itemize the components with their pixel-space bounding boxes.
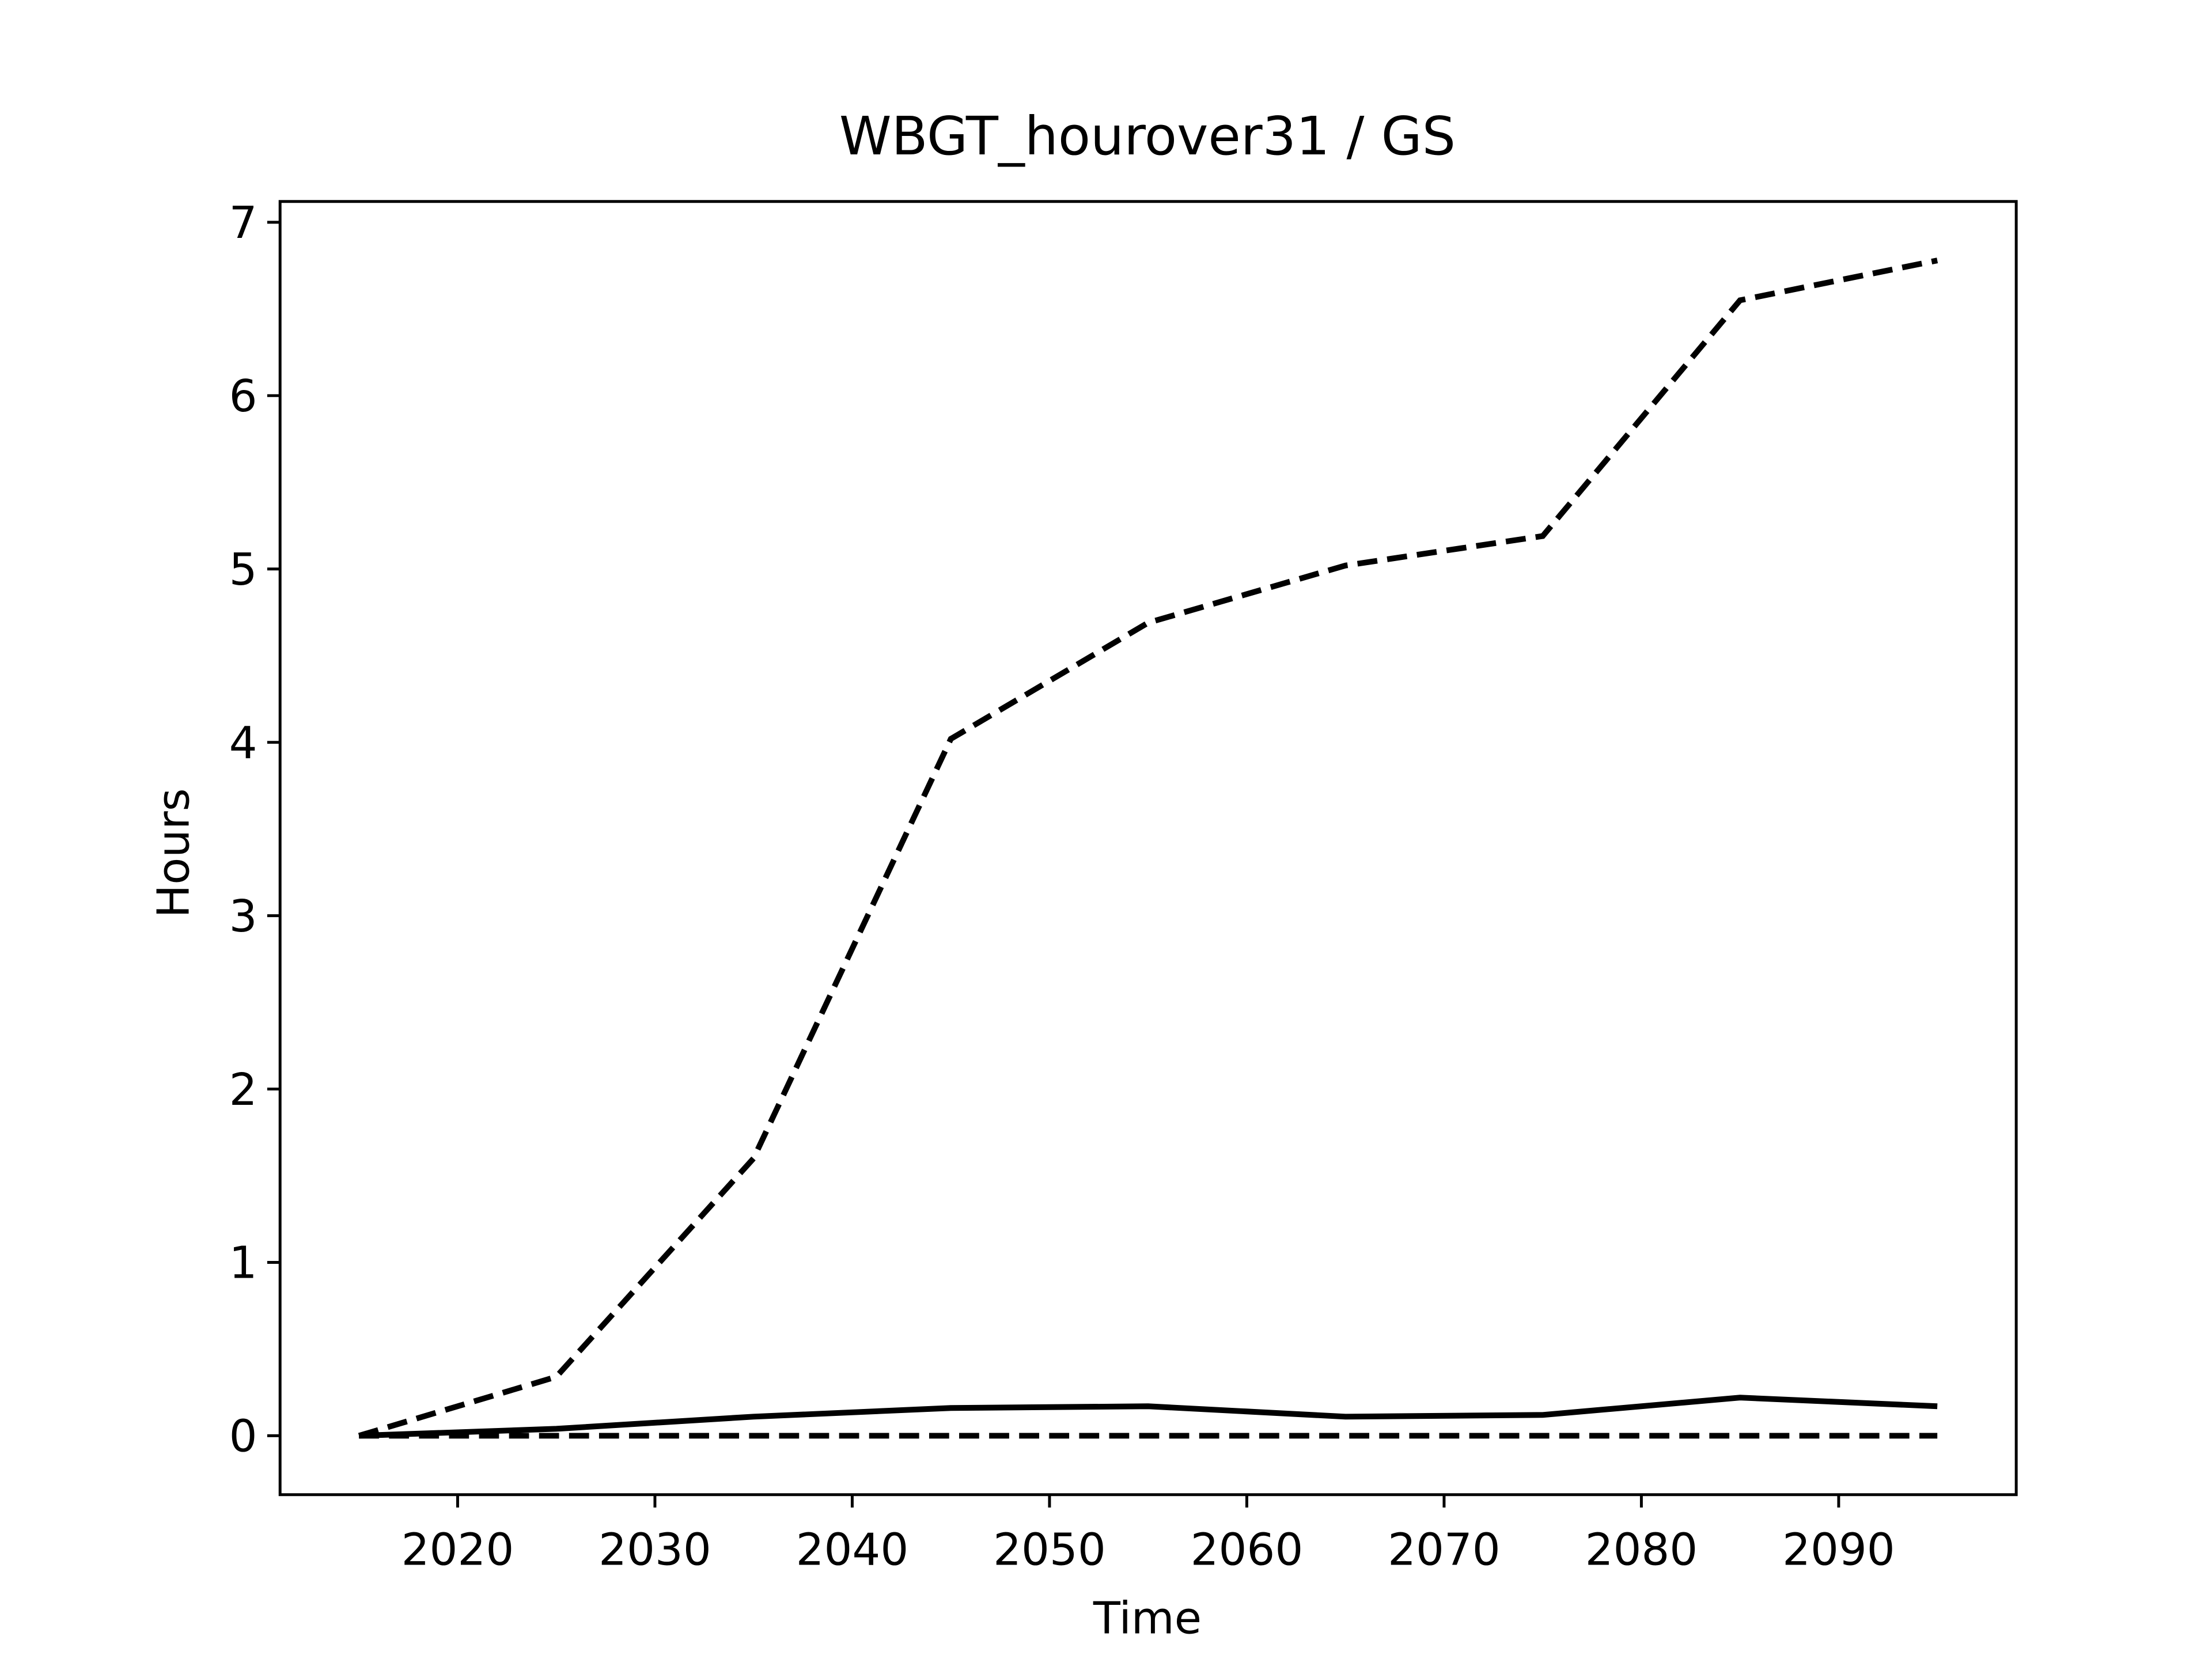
x-tick-label: 2080: [1585, 1524, 1698, 1575]
x-tick-label: 2070: [1388, 1524, 1501, 1575]
x-tick-label: 2040: [796, 1524, 909, 1575]
y-tick-label: 2: [229, 1065, 257, 1116]
series-line: [358, 257, 1938, 1439]
x-tick-label: 2090: [1782, 1524, 1895, 1575]
y-tick-label: 1: [229, 1238, 257, 1289]
y-tick-label: 5: [229, 544, 257, 596]
y-tick-label: 4: [229, 718, 257, 769]
x-tick-label: 2030: [599, 1524, 711, 1575]
y-axis-label: Hours: [148, 788, 199, 918]
series-line: [359, 1395, 1938, 1439]
chart-title: WBGT_hourover31 / GS: [839, 105, 1456, 167]
y-tick-label: 0: [229, 1411, 257, 1463]
x-tick-label: 2050: [993, 1524, 1106, 1575]
plot-frame: [278, 200, 2018, 1497]
y-tick-label: 6: [229, 371, 257, 422]
y-tick-label: 3: [229, 891, 257, 942]
x-axis-label: Time: [1093, 1593, 1202, 1644]
x-tick-label: 2060: [1191, 1524, 1304, 1575]
y-tick-label: 7: [229, 198, 257, 249]
x-tick-label: 2020: [402, 1524, 514, 1575]
